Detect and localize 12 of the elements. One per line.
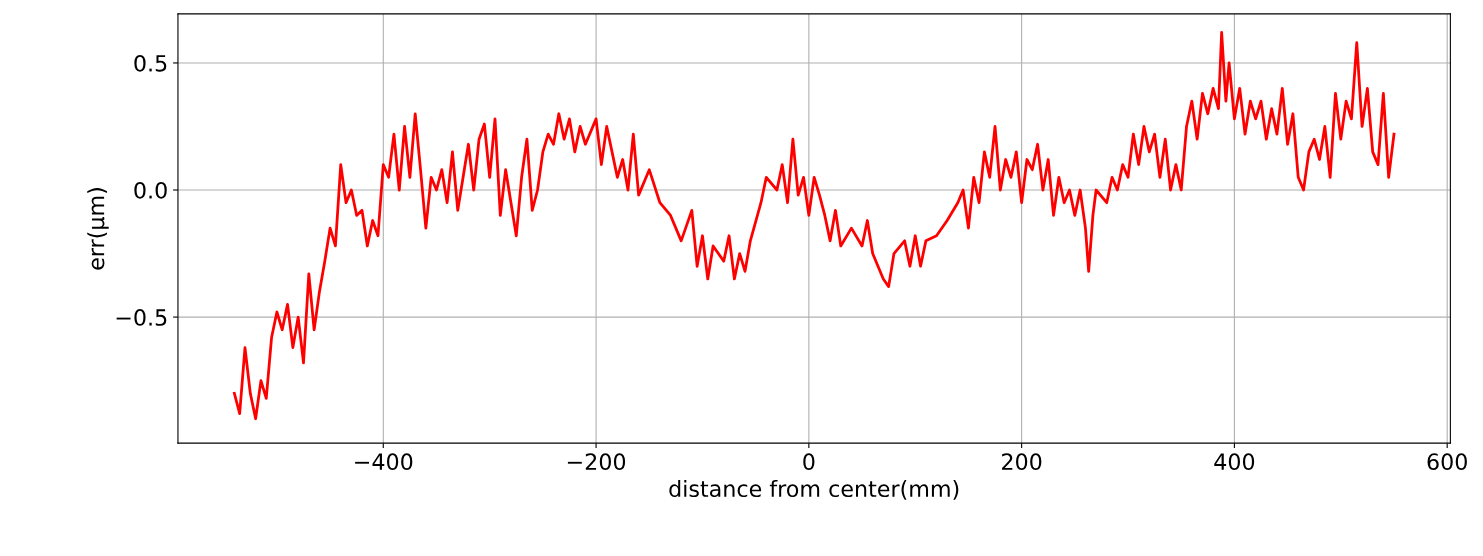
y-tick-label: −0.5 bbox=[116, 309, 167, 326]
x-tick-label: 200 bbox=[1002, 453, 1042, 471]
x-tick-label: 600 bbox=[1427, 453, 1467, 471]
x-tick-label: −400 bbox=[355, 453, 413, 471]
x-tick-label: 400 bbox=[1214, 453, 1255, 471]
x-tick-label: 0 bbox=[803, 453, 815, 471]
x-tick-label: −200 bbox=[567, 453, 626, 471]
y-axis-title: err(µm) bbox=[87, 188, 109, 270]
line-series bbox=[232, 31, 1396, 421]
y-tick-label: 0.0 bbox=[134, 181, 167, 199]
y-tick-label: 0.5 bbox=[134, 54, 167, 72]
x-axis-title: distance from center(mm) bbox=[669, 479, 959, 500]
